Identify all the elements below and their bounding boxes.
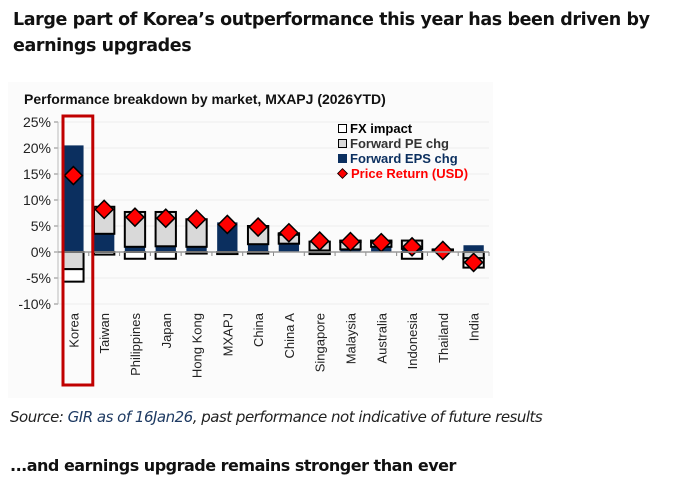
price-return-marker [278, 222, 299, 243]
price-return-marker [432, 240, 453, 261]
price-return-marker [309, 231, 330, 252]
headline: Large part of Korea’s outperformance thi… [13, 10, 650, 56]
bar-pe [62, 251, 85, 271]
y-tick-label: 0% [31, 244, 51, 260]
chart-legend: FX impact Forward PE chg Forward EPS chg… [337, 121, 469, 181]
x-category-label: Philippines [128, 313, 143, 376]
bar-fx [123, 251, 147, 260]
bar-eps [124, 246, 146, 252]
x-category-label: Singapore [313, 313, 328, 372]
y-tick-label: 10% [23, 192, 51, 208]
x-category-label: China A [282, 313, 297, 359]
x-category-label: India [467, 312, 482, 341]
source-suffix: , past performance not indicative of fut… [192, 408, 543, 426]
price-return-marker [340, 231, 361, 252]
price-return-marker [186, 209, 207, 230]
x-category-label: China [251, 312, 266, 347]
bar-eps [94, 233, 115, 252]
bar-eps [63, 145, 84, 252]
source-prefix: Source: [10, 408, 68, 426]
bar-eps [155, 246, 176, 252]
legend-label-price: Price Return (USD) [351, 166, 469, 181]
x-category-label: Malaysia [343, 312, 358, 364]
price-return-marker [63, 165, 84, 186]
legend-item-fx: FX impact [338, 121, 468, 136]
bar-eps [278, 243, 300, 252]
bar-fx [62, 268, 85, 283]
legend-label-eps: Forward EPS chg [350, 151, 458, 166]
legend-swatch-eps [338, 154, 347, 163]
source-link[interactable]: GIR as of 16Jan26 [67, 408, 194, 426]
price-return-marker [155, 208, 176, 229]
price-return-marker [217, 214, 238, 235]
legend-item-eps: Forward EPS chg [338, 151, 468, 166]
bar-eps [186, 246, 207, 252]
bar-eps [463, 245, 484, 252]
source-note: Source: GIR as of 16Jan26, past performa… [10, 408, 543, 426]
bar-fx [154, 251, 177, 260]
x-category-label: Australia [374, 312, 389, 363]
price-return-marker [248, 216, 269, 238]
chart-title: Performance breakdown by market, MXAPJ (… [24, 91, 386, 107]
legend-swatch-pe [338, 139, 347, 148]
y-tick-label: 15% [23, 166, 51, 182]
legend-label-pe: Forward PE chg [350, 136, 449, 151]
x-category-label: Indonesia [405, 312, 420, 369]
bar-eps [217, 222, 238, 252]
price-return-marker [124, 207, 146, 228]
x-category-label: Korea [66, 312, 81, 347]
y-tick-label: 5% [31, 218, 51, 234]
price-return-marker [463, 252, 484, 273]
y-tick-label: -10% [18, 296, 51, 312]
price-return-marker [94, 199, 115, 220]
legend-item-pe: Forward PE chg [338, 136, 468, 151]
legend-label-fx: FX impact [350, 121, 413, 136]
x-category-label: Taiwan [97, 313, 112, 353]
highlight-box-korea [61, 114, 95, 387]
y-tick-label: 25% [23, 114, 51, 130]
bar-eps [247, 244, 269, 252]
subheadline: ...and earnings upgrade remains stronger… [10, 456, 456, 475]
legend-item-price: Price Return (USD) [337, 166, 469, 181]
x-category-label: MXAPJ [220, 313, 235, 356]
legend-swatch-fx [338, 124, 347, 133]
x-category-label: Hong Kong [190, 313, 205, 378]
x-category-label: Japan [159, 313, 174, 348]
legend-swatch-price [337, 168, 348, 179]
y-tick-label: 20% [23, 140, 51, 156]
y-tick-label: -5% [26, 270, 51, 286]
x-category-label: Thailand [436, 313, 451, 363]
